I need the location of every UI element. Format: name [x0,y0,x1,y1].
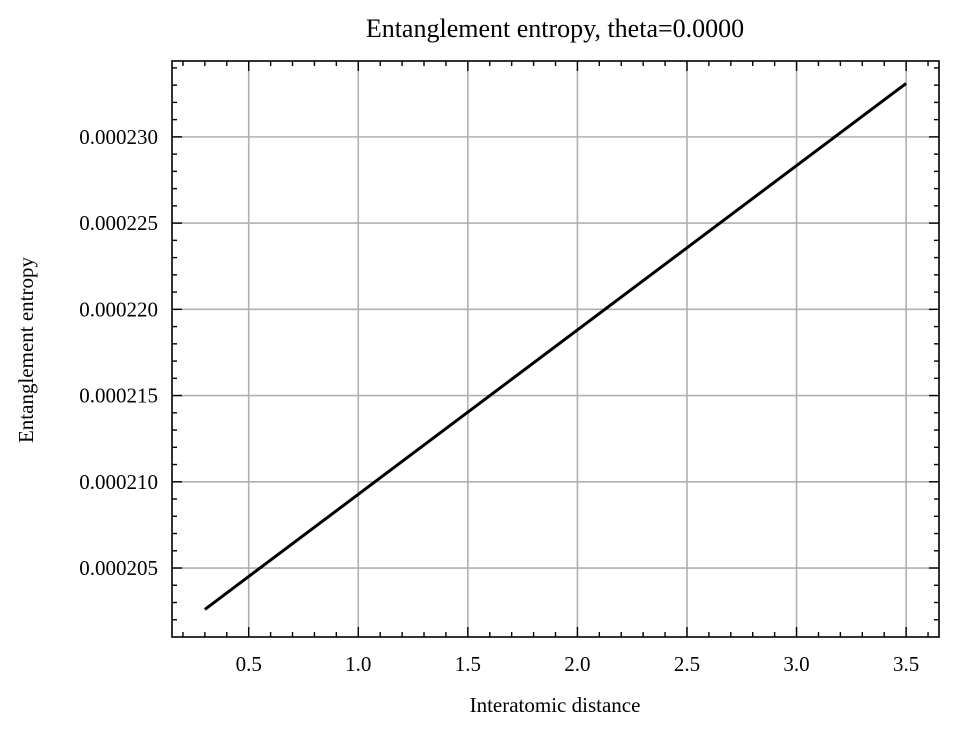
y-tick-labels: 0.000205 0.000210 0.000215 0.000220 0.000225… [79,125,158,580]
x-tick-label: 3.0 [783,652,809,676]
x-tick-label: 0.5 [236,652,262,676]
y-tick-label: 0.000210 [79,470,158,494]
series-line [203,82,908,611]
x-tick-label: 2.0 [564,652,590,676]
x-tick-label: 1.0 [345,652,371,676]
chart-title: Entanglement entropy, theta=0.0000 [366,14,744,43]
x-tick-labels: 0.5 1.0 1.5 2.0 2.5 3.0 3.5 [236,652,920,676]
y-tick-label: 0.000215 [79,384,158,408]
plot-frame [171,60,940,638]
grid-lines [172,61,939,637]
x-tick-label: 3.5 [893,652,919,676]
y-tick-label: 0.000225 [79,211,158,235]
y-axis-label: Entanglement entropy [14,256,38,443]
y-tick-label: 0.000205 [79,556,158,580]
y-tick-label: 0.000220 [79,297,158,321]
y-tick-label: 0.000230 [79,125,158,149]
x-axis-label: Interatomic distance [470,693,641,717]
axis-ticks [172,61,939,637]
plot-area [203,82,908,611]
x-tick-label: 1.5 [455,652,481,676]
x-tick-label: 2.5 [674,652,700,676]
